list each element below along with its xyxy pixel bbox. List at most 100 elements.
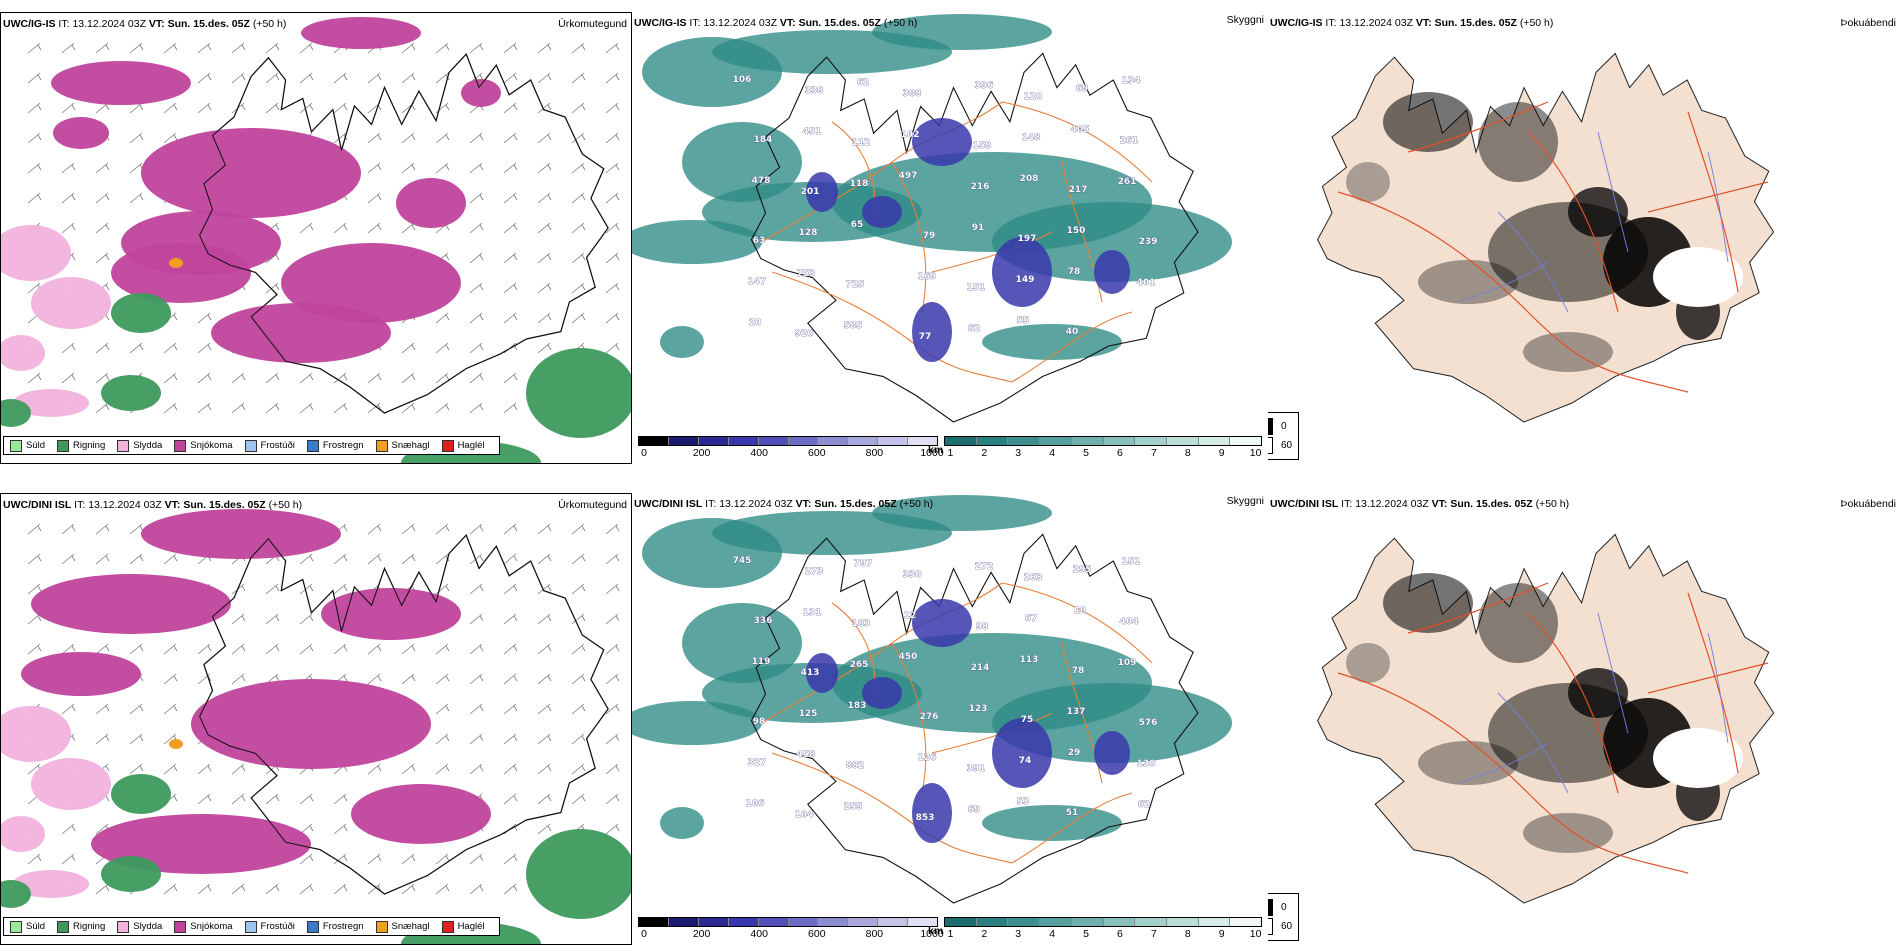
road (1687, 592, 1739, 774)
colorbar-unit: km (928, 925, 944, 937)
wind-barb (503, 42, 518, 54)
snow-area (21, 652, 141, 696)
wind-barb (503, 883, 518, 895)
fog-legend-value: 0 (1281, 902, 1287, 913)
colorbar-cell (1198, 437, 1231, 445)
cloud-base-value: 327 (748, 758, 767, 768)
colorbar-cell (758, 437, 789, 445)
wind-barb (537, 252, 552, 264)
cloud-base-value: 148 (1022, 133, 1041, 143)
wind-barb (605, 222, 620, 234)
panel-title: UWC/IG-IS IT: 13.12.2024 03Z VT: Sun. 15… (634, 17, 918, 29)
wind-barb (469, 342, 484, 354)
low-cloud-area (1094, 250, 1130, 294)
wind-barb (401, 162, 416, 174)
wind-barb (571, 763, 586, 775)
colorbar-cell (976, 918, 1009, 926)
cloud-base-value: 123 (969, 704, 988, 714)
colorbar-cell (976, 437, 1009, 445)
legend-label: Frostúði (260, 440, 295, 451)
colorbar-tick: 7 (1150, 928, 1157, 940)
wind-barb (469, 763, 484, 775)
colorbar-tick: 4 (1049, 447, 1056, 459)
wind-barb (605, 132, 620, 144)
wind-barb (299, 613, 314, 625)
wind-barb (537, 42, 552, 54)
colorbar-tick: 3 (1015, 447, 1022, 459)
fog-area (1418, 741, 1518, 785)
legend-label: Slydda (133, 921, 163, 932)
cloud-base-value: 753 (797, 269, 816, 279)
field-title: Skyggni (1226, 14, 1264, 26)
colorbar-cell (848, 918, 879, 926)
fog-legend: 0 60 (1268, 893, 1300, 941)
cloud-base-value: 79 (923, 231, 936, 241)
cloudbase-colorbar: 02004006008001000m (638, 917, 944, 941)
wind-barb (265, 613, 280, 625)
wind-barb (95, 162, 110, 174)
wind-barb (95, 402, 110, 414)
fog-area (1568, 668, 1628, 718)
wind-barb (605, 523, 620, 535)
fog-legend-row: 0 (1268, 417, 1292, 436)
field-title: Skyggni (1226, 495, 1264, 507)
wind-barb (537, 763, 552, 775)
wind-barb (469, 222, 484, 234)
road (1527, 612, 1619, 794)
wind-barb (129, 553, 144, 565)
legend-label: Súld (26, 440, 46, 451)
river (1707, 151, 1729, 263)
wind-barb (333, 823, 348, 835)
wind-barb (197, 372, 212, 384)
low-cloud-area (912, 783, 952, 843)
precip-type-map (1, 509, 631, 944)
colorbar-tick: 7 (1150, 447, 1157, 459)
colorbar-tick: 600 (808, 928, 826, 940)
low-cloud-area (912, 302, 952, 362)
wind-barb (401, 553, 416, 565)
fog-legend-value: 60 (1281, 921, 1293, 932)
wind-barb (503, 252, 518, 264)
wind-barb (469, 733, 484, 745)
colorbar-cell (1135, 437, 1167, 445)
fog-map (1317, 533, 1775, 904)
legend-label: Frostúði (260, 921, 295, 932)
wind-barb (163, 673, 178, 685)
wind-barb (435, 162, 450, 174)
wind-barb (469, 883, 484, 895)
wind-barb (605, 583, 620, 595)
wind-barb (333, 643, 348, 655)
colorbar-tick: 1 (947, 928, 954, 940)
colorbar-tick: 400 (750, 447, 768, 459)
colorbar-cell (1040, 918, 1072, 926)
cloud-base-value: 91 (972, 223, 985, 233)
colorbar-tick: 6 (1117, 447, 1123, 459)
cloud-base-value: 413 (801, 668, 820, 678)
wind-barb (537, 613, 552, 625)
colorbar-ticks: 0 200 400 600 800 1000 (638, 927, 944, 941)
colorbar-cell (698, 918, 729, 926)
wind-barb (129, 132, 144, 144)
wind-barb (163, 643, 178, 655)
cloud-base-value: 401 (1137, 278, 1156, 288)
wind-barb (27, 643, 42, 655)
precip-type-legend: Súld Rigning Slydda Snjókoma Frostúði Frostre… (3, 436, 500, 455)
colorbar-tick: 800 (865, 928, 884, 940)
colorbar-tick: 5 (1083, 928, 1089, 940)
cloud-base-value: 118 (850, 179, 869, 189)
colorbar-tick: 1 (947, 447, 954, 459)
fog-area (1568, 187, 1628, 237)
colorbar-tick: 1000 (920, 447, 944, 459)
wind-barb (605, 42, 620, 54)
wind-barb (469, 282, 484, 294)
coastline-overlay (199, 534, 609, 895)
wind-barb (435, 312, 450, 324)
cloud-base-value: 201 (801, 187, 820, 197)
colorbar-cell (908, 918, 938, 926)
visibility-area (872, 14, 1052, 50)
wind-barb (265, 252, 280, 264)
wind-barb (537, 132, 552, 144)
legend-swatch (174, 920, 187, 933)
legend-item: Frostregn (306, 439, 364, 452)
wind-barb (231, 763, 246, 775)
